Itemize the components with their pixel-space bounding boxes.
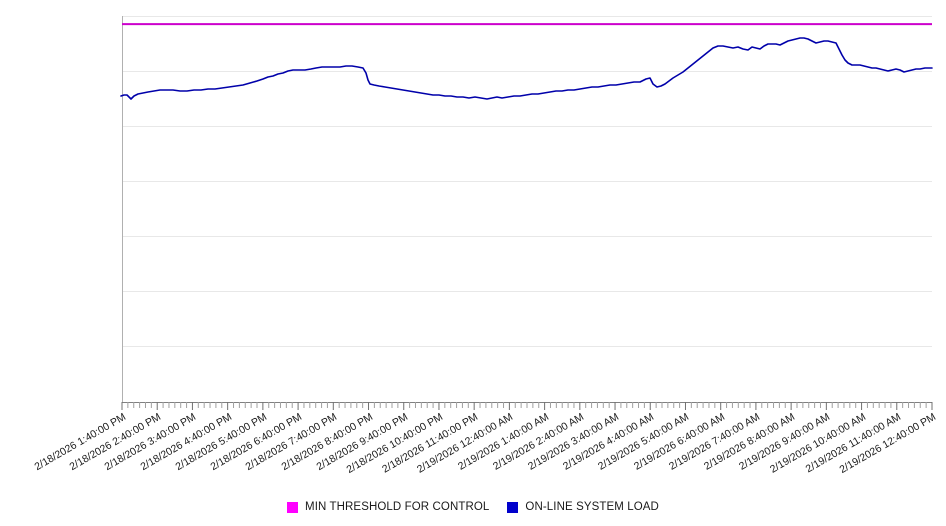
legend-color-swatch: [287, 501, 299, 513]
legend-label: ON-LINE SYSTEM LOAD: [525, 501, 659, 513]
x-tick-marks: [121, 402, 933, 410]
plot-background: [122, 16, 932, 402]
legend-color-swatch: [507, 501, 519, 513]
legend-entry[interactable]: MIN THRESHOLD FOR CONTROL: [287, 501, 489, 513]
series-on-line-system-load: [120, 37, 933, 100]
legend-entry[interactable]: ON-LINE SYSTEM LOAD: [507, 501, 659, 513]
y-gridlines: [122, 16, 932, 347]
chart-legend: MIN THRESHOLD FOR CONTROL ON-LINE SYSTEM …: [0, 497, 946, 517]
legend-label: MIN THRESHOLD FOR CONTROL: [305, 501, 490, 513]
